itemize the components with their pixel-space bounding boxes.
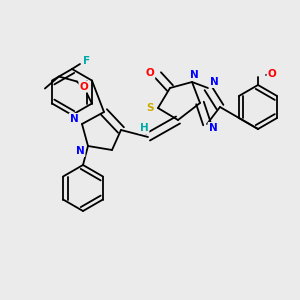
Text: O: O [268, 69, 276, 79]
Text: N: N [76, 146, 84, 156]
Text: N: N [208, 123, 217, 133]
Text: H: H [140, 123, 148, 133]
Text: F: F [83, 56, 91, 66]
Text: S: S [146, 103, 154, 113]
Text: N: N [70, 114, 78, 124]
Text: N: N [210, 77, 218, 87]
Text: N: N [190, 70, 198, 80]
Text: O: O [80, 82, 88, 92]
Text: O: O [146, 68, 154, 78]
